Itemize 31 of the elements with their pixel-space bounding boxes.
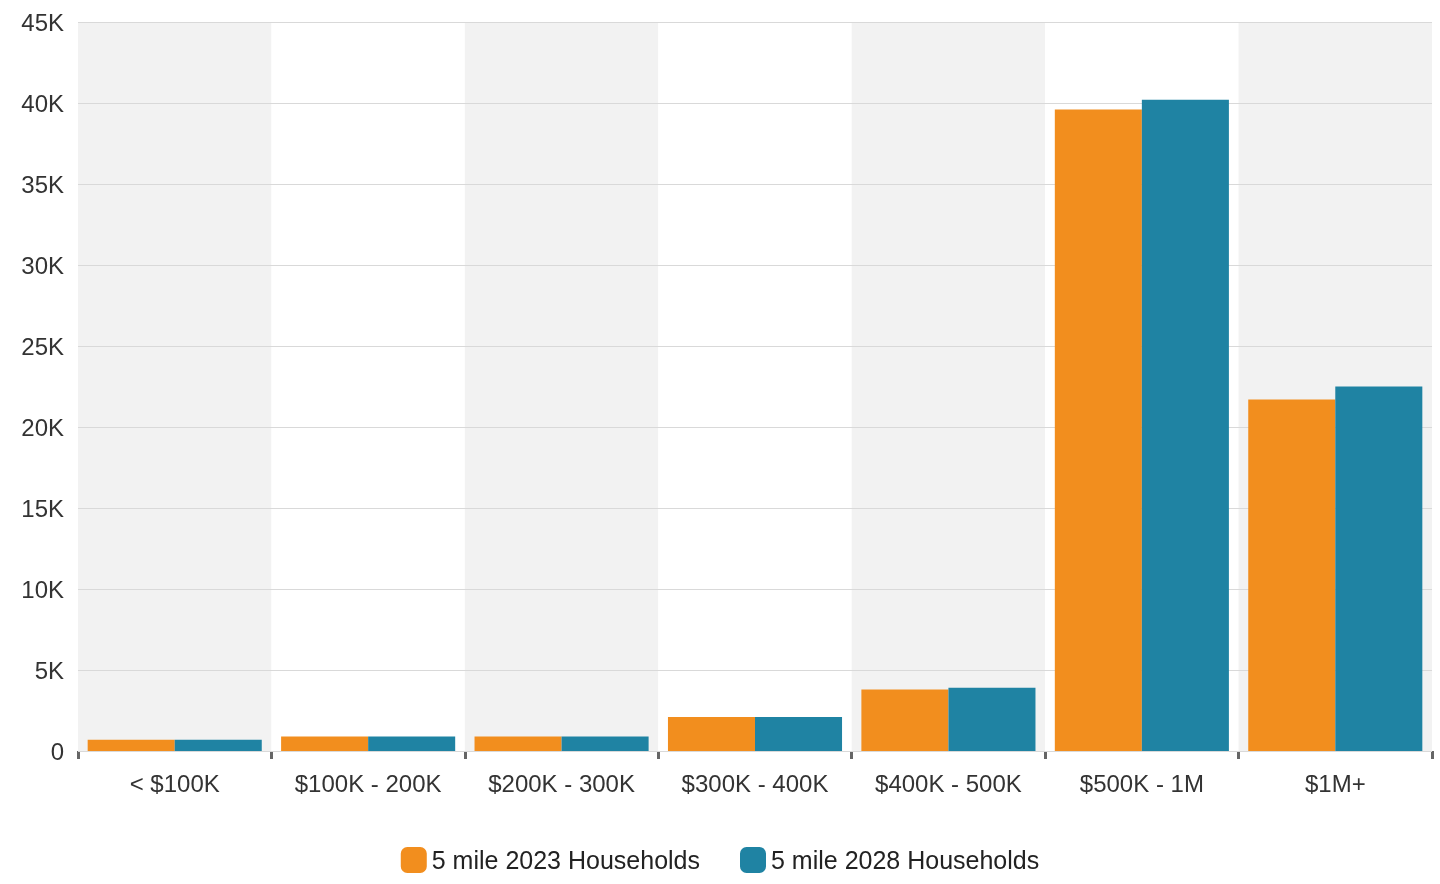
bar: [1335, 386, 1423, 751]
bar: [281, 736, 369, 751]
bar: [368, 736, 456, 751]
x-tick-label: $400K - 500K: [875, 769, 1022, 797]
x-tick-label: < $100K: [129, 769, 220, 797]
bar: [667, 716, 755, 751]
bar: [948, 687, 1036, 751]
bar: [474, 736, 562, 751]
bar: [87, 739, 175, 751]
legend-label: 5 mile 2028 Households: [771, 846, 1040, 874]
y-tick-label: 35K: [21, 170, 64, 198]
legend-label: 5 mile 2023 Households: [431, 846, 701, 874]
bar: [755, 716, 843, 751]
bar: [1248, 399, 1336, 751]
x-tick-label: $100K - 200K: [294, 769, 442, 797]
y-tick-label: 20K: [21, 413, 64, 441]
y-tick-label: 30K: [21, 251, 64, 279]
y-tick-label: 25K: [21, 332, 64, 360]
x-tick-label: $200K - 300K: [488, 769, 635, 797]
x-tick-label: $500K - 1M: [1079, 769, 1204, 797]
y-tick-label: 40K: [21, 89, 64, 117]
bar: [174, 739, 262, 751]
y-tick-label: 15K: [21, 494, 64, 522]
y-tick-label: 0: [50, 737, 64, 765]
bar: [861, 689, 949, 751]
bar: [561, 736, 649, 751]
y-tick-label: 5K: [34, 656, 64, 684]
x-tick-label: $300K - 400K: [681, 769, 829, 797]
y-tick-label: 45K: [21, 8, 64, 36]
y-tick-label: 10K: [21, 575, 64, 603]
x-tick-label: $1M+: [1304, 769, 1366, 797]
